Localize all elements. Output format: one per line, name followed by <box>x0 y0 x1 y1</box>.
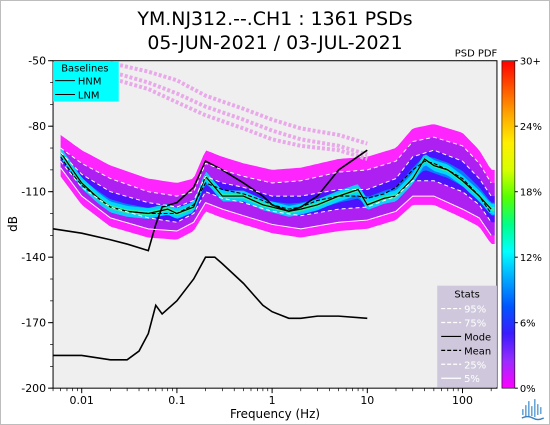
density-band-mode <box>60 146 495 219</box>
stats-label-mode: Mode <box>464 332 491 343</box>
stats-label-5pct: 5% <box>464 374 480 385</box>
series-line-75pct <box>60 149 492 208</box>
x-axis: 0.01 0.1 1 10 100 <box>52 388 492 407</box>
y-tick-label: -110 <box>21 186 46 199</box>
stats-legend-items: 95% 75% Mode Mean 25% 5% <box>441 305 491 385</box>
legend-label-hnm: HNM <box>78 77 101 88</box>
chart-title: YM.NJ312.--.CH1 : 1361 PSDs <box>136 8 412 30</box>
outlier-trace-1 <box>109 69 368 157</box>
y-tick-label: -80 <box>28 120 46 133</box>
series-line-95pct <box>60 136 492 197</box>
colorbar-tick-label: 12% <box>520 253 542 264</box>
x-tick-label: 0.1 <box>168 394 185 407</box>
colorbar-tick-label: 24% <box>520 122 542 133</box>
outlier-trace-2 <box>109 76 368 161</box>
series-line-lnm <box>53 256 368 361</box>
series-line-25pct <box>60 160 492 223</box>
series-line-mean <box>60 156 492 215</box>
density-band-peak <box>60 150 495 216</box>
stats-label-mean: Mean <box>464 346 491 357</box>
series-line-5pct <box>60 167 492 236</box>
stats-legend: Stats 95% 75% Mode Mean 25% 5% <box>437 285 497 388</box>
outlier-trace-0 <box>109 60 368 146</box>
plot-area <box>52 60 498 389</box>
colorbar-tick-label: 30+ <box>520 57 541 68</box>
plot-frame <box>52 60 498 389</box>
x-tick-label: 10 <box>360 394 374 407</box>
app-logo-icon <box>519 397 546 422</box>
colorbar-tick-label: 6% <box>520 319 536 330</box>
chart-subtitle: 05-JUN-2021 / 03-JUL-2021 <box>147 32 402 54</box>
stats-legend-title: Stats <box>454 290 479 301</box>
stats-label-75pct: 75% <box>464 318 486 329</box>
baselines-legend: Baselines HNM LNM <box>53 61 119 102</box>
stats-label-95pct: 95% <box>464 305 486 316</box>
colorbar: PSD PDF 30+ 24% 18% 12% 6% 0% <box>455 49 542 395</box>
x-tick-label: 1 <box>269 394 276 407</box>
baselines-legend-title: Baselines <box>61 64 108 75</box>
y-axis: -50 -80 -110 -140 -170 -200 <box>21 55 54 395</box>
y-tick-label: -50 <box>28 55 46 68</box>
y-tick-label: -200 <box>21 382 46 395</box>
legend-label-lnm: LNM <box>78 91 100 102</box>
colorbar-tick-label: 18% <box>520 188 542 199</box>
x-tick-label: 100 <box>452 394 473 407</box>
x-tick-label: 0.01 <box>70 394 94 407</box>
colorbar-ticks: 30+ 24% 18% 12% 6% 0% <box>514 57 542 395</box>
series-lines-layer <box>53 136 492 361</box>
colorbar-tick-label: 0% <box>520 384 536 395</box>
y-axis-label: dB <box>6 216 20 232</box>
x-axis-label: Frequency (Hz) <box>230 407 320 421</box>
colorbar-gradient <box>501 60 516 389</box>
colorbar-label: PSD PDF <box>455 49 498 60</box>
y-tick-label: -140 <box>21 251 46 264</box>
stats-label-25pct: 25% <box>464 360 486 371</box>
y-tick-label: -170 <box>21 317 46 330</box>
